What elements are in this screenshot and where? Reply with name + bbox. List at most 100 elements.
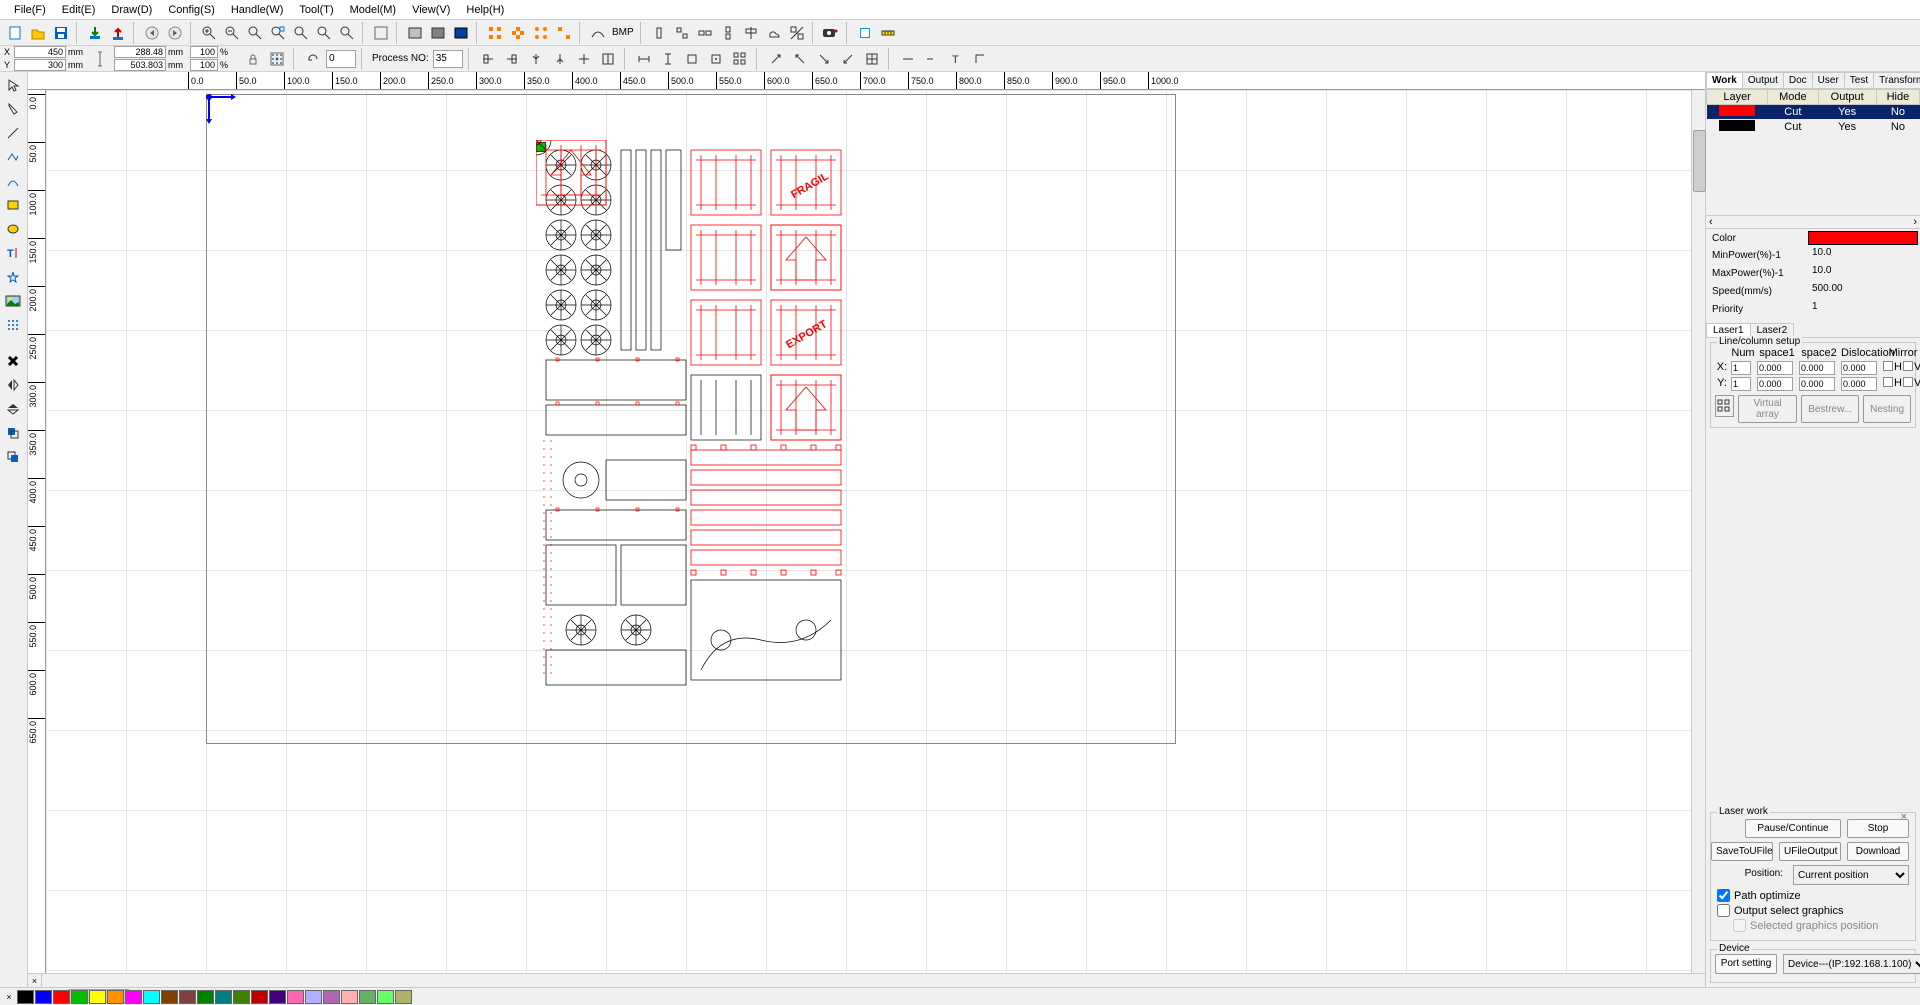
lc-y-h-check[interactable] bbox=[1883, 377, 1893, 387]
color-swatch[interactable] bbox=[161, 990, 178, 1004]
nesting-button[interactable]: Nesting bbox=[1863, 395, 1911, 423]
display-c-icon[interactable] bbox=[450, 22, 472, 44]
color-swatch[interactable] bbox=[53, 990, 70, 1004]
color-swatch[interactable] bbox=[35, 990, 52, 1004]
rotate-input[interactable] bbox=[326, 50, 356, 68]
display-a-icon[interactable] bbox=[404, 22, 426, 44]
color-swatch[interactable] bbox=[107, 990, 124, 1004]
align-a-icon[interactable] bbox=[648, 22, 670, 44]
lc-y-num[interactable] bbox=[1731, 377, 1751, 391]
nodes-b-icon[interactable] bbox=[507, 22, 529, 44]
y-input[interactable] bbox=[14, 59, 66, 71]
canvas-horizontal-scrollbar[interactable]: × bbox=[28, 973, 1705, 987]
menu-edit[interactable]: Edit(E) bbox=[54, 2, 104, 18]
display-b-icon[interactable] bbox=[427, 22, 449, 44]
laser-work-close-icon[interactable]: × bbox=[1897, 811, 1911, 823]
tool-text-icon[interactable]: T bbox=[945, 48, 967, 70]
line-tool-icon[interactable] bbox=[2, 122, 24, 144]
color-swatch[interactable] bbox=[179, 990, 196, 1004]
ruler-icon[interactable] bbox=[877, 22, 899, 44]
menu-file[interactable]: File(F) bbox=[6, 2, 54, 18]
rotate-icon[interactable] bbox=[302, 48, 324, 70]
import-icon[interactable] bbox=[84, 22, 106, 44]
zoom-all-icon[interactable] bbox=[290, 22, 312, 44]
align-b-icon[interactable] bbox=[671, 22, 693, 44]
al2-icon[interactable] bbox=[501, 48, 523, 70]
al6-icon[interactable] bbox=[597, 48, 619, 70]
boolean-b-tool-icon[interactable] bbox=[2, 446, 24, 468]
width-input[interactable] bbox=[114, 46, 166, 58]
zoom-region-icon[interactable] bbox=[244, 22, 266, 44]
tool-corner-icon[interactable] bbox=[969, 48, 991, 70]
menu-tool[interactable]: Tool(T) bbox=[291, 2, 341, 18]
nodes-d-icon[interactable] bbox=[553, 22, 575, 44]
lc-y-space1[interactable] bbox=[1757, 377, 1793, 391]
design-content[interactable]: FRAGIL EXPORT bbox=[536, 140, 856, 690]
array-layout-icon[interactable] bbox=[1715, 395, 1734, 417]
menu-config[interactable]: Config(S) bbox=[160, 2, 222, 18]
zoom-reset-icon[interactable] bbox=[336, 22, 358, 44]
color-bar-close-icon[interactable]: × bbox=[2, 992, 16, 1002]
layer-row[interactable]: Cut Yes No bbox=[1707, 105, 1920, 120]
grid-array-icon[interactable] bbox=[729, 48, 751, 70]
color-swatch[interactable] bbox=[233, 990, 250, 1004]
boolean-a-tool-icon[interactable] bbox=[2, 422, 24, 444]
star-tool-icon[interactable] bbox=[2, 266, 24, 288]
color-swatch[interactable] bbox=[215, 990, 232, 1004]
align-cloud-icon[interactable] bbox=[763, 22, 785, 44]
process-no-input[interactable] bbox=[433, 50, 463, 68]
curve-icon[interactable] bbox=[587, 22, 609, 44]
color-swatch[interactable] bbox=[197, 990, 214, 1004]
dim-both-icon[interactable] bbox=[705, 48, 727, 70]
download-button[interactable]: Download bbox=[1847, 842, 1909, 861]
back-icon[interactable] bbox=[141, 22, 163, 44]
dim-center-icon[interactable] bbox=[681, 48, 703, 70]
layer-row[interactable]: Cut Yes No bbox=[1707, 120, 1920, 135]
pause-continue-button[interactable]: Pause/Continue bbox=[1745, 819, 1841, 838]
x-input[interactable] bbox=[14, 46, 66, 58]
arrow-se-icon[interactable] bbox=[813, 48, 835, 70]
tool-hline-icon[interactable] bbox=[897, 48, 919, 70]
tab-user[interactable]: User bbox=[1812, 72, 1845, 88]
lc-y-v-check[interactable] bbox=[1903, 377, 1913, 387]
nodes-a-icon[interactable] bbox=[484, 22, 506, 44]
color-swatch[interactable] bbox=[251, 990, 268, 1004]
anchor-grid-icon[interactable] bbox=[266, 48, 288, 70]
canvas[interactable]: FRAGIL EXPORT bbox=[46, 90, 1691, 973]
menu-handle[interactable]: Handle(W) bbox=[223, 2, 292, 18]
lc-y-disloc[interactable] bbox=[1841, 377, 1877, 391]
arrow-nw-icon[interactable] bbox=[789, 48, 811, 70]
output-select-check[interactable] bbox=[1717, 904, 1730, 917]
save-icon[interactable] bbox=[50, 22, 72, 44]
menu-model[interactable]: Model(M) bbox=[342, 2, 404, 18]
ufile-output-button[interactable]: UFileOutput bbox=[1779, 842, 1841, 861]
al4-icon[interactable] bbox=[549, 48, 571, 70]
color-swatch[interactable] bbox=[341, 990, 358, 1004]
tool-half-icon[interactable] bbox=[921, 48, 943, 70]
polyline-tool-icon[interactable] bbox=[2, 146, 24, 168]
align-f-icon[interactable] bbox=[786, 22, 808, 44]
menu-help[interactable]: Help(H) bbox=[458, 2, 512, 18]
al1-icon[interactable] bbox=[477, 48, 499, 70]
page-frame-icon[interactable] bbox=[370, 22, 392, 44]
lock-scale-icon[interactable] bbox=[242, 48, 264, 70]
zoom-100-icon[interactable] bbox=[313, 22, 335, 44]
canvas-vertical-scrollbar[interactable] bbox=[1691, 90, 1705, 973]
zoom-out-icon[interactable] bbox=[221, 22, 243, 44]
align-c-icon[interactable] bbox=[694, 22, 716, 44]
save-ufile-button[interactable]: SaveToUFile bbox=[1711, 842, 1773, 861]
al3-icon[interactable] bbox=[525, 48, 547, 70]
subtab-laser2[interactable]: Laser2 bbox=[1750, 323, 1795, 337]
export-icon[interactable] bbox=[107, 22, 129, 44]
lc-x-num[interactable] bbox=[1731, 361, 1751, 375]
color-swatch[interactable] bbox=[287, 990, 304, 1004]
tab-output[interactable]: Output bbox=[1742, 72, 1784, 88]
path-optimize-check[interactable] bbox=[1717, 889, 1730, 902]
lc-y-space2[interactable] bbox=[1799, 377, 1835, 391]
dots-grid-tool-icon[interactable] bbox=[2, 314, 24, 336]
curve-tool-icon[interactable] bbox=[2, 170, 24, 192]
dim-h-icon[interactable] bbox=[633, 48, 655, 70]
lc-x-space1[interactable] bbox=[1757, 361, 1793, 375]
virtual-array-button[interactable]: Virtual array bbox=[1738, 395, 1797, 423]
mirror-v-tool-icon[interactable] bbox=[2, 398, 24, 420]
